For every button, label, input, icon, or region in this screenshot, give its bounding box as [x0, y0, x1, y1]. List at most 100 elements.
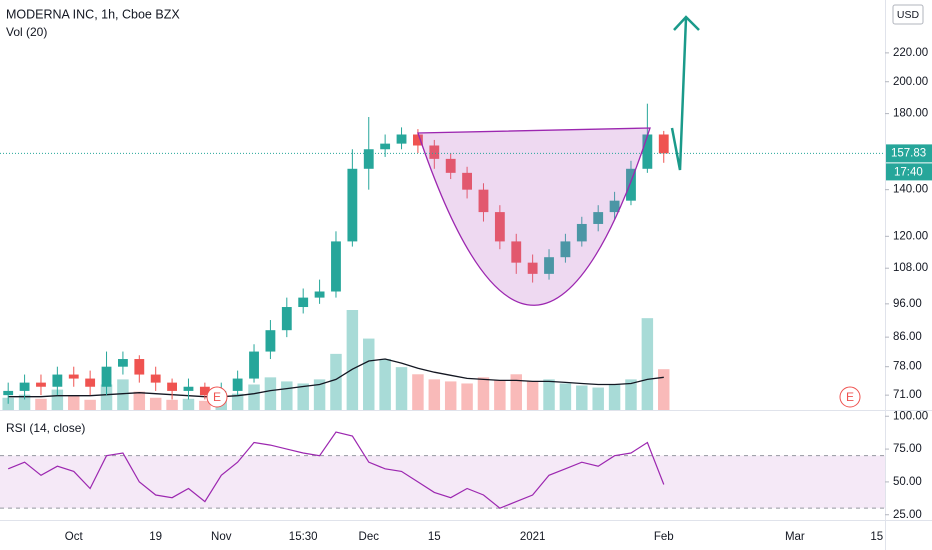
volume-bar — [641, 318, 654, 410]
volume-bar — [658, 369, 670, 410]
volume-bar — [379, 358, 391, 410]
candle-body — [363, 149, 374, 169]
candle-body — [298, 297, 309, 308]
candle-body — [429, 145, 440, 159]
candle-body — [642, 134, 653, 169]
x-tick-label: Oct — [65, 531, 84, 543]
candle-body — [658, 134, 669, 154]
earnings-marker[interactable] — [839, 386, 861, 408]
candle-body — [19, 382, 30, 391]
volume-bar — [248, 384, 260, 410]
volume-bar — [559, 383, 572, 410]
x-tick-label: 2021 — [520, 531, 546, 543]
volume-bar — [330, 353, 342, 410]
volume-bar — [166, 399, 178, 410]
candle-body — [544, 257, 554, 274]
volume-bar — [84, 399, 96, 410]
chart-title: MODERNA INC, 1h, Cboe BZX — [6, 7, 180, 21]
candle-body — [380, 143, 391, 150]
candle-body — [52, 374, 63, 387]
volume-bar — [428, 379, 441, 410]
candle-body — [232, 378, 243, 391]
volume-bar — [608, 384, 621, 410]
candle-body — [101, 366, 112, 387]
candle-body — [576, 223, 587, 242]
volume-bar — [510, 374, 522, 410]
volume-bar — [346, 310, 359, 410]
volume-bar — [576, 385, 588, 410]
rsi-label: RSI (14, close) — [6, 421, 85, 435]
volume-bar — [494, 380, 506, 410]
volume-bar — [313, 379, 326, 410]
y-tick-label: 140.00 — [893, 184, 928, 196]
candle-body — [150, 374, 161, 383]
volume-bar — [231, 393, 244, 410]
candle-body — [3, 390, 14, 396]
volume-bar — [2, 397, 14, 410]
volume-bar — [199, 400, 211, 410]
y-tick-label: 220.00 — [893, 47, 928, 59]
volume-bar — [35, 398, 47, 410]
y-tick-label: 86.00 — [893, 331, 922, 343]
x-tick-label: 15:30 — [289, 531, 318, 543]
volume-bar — [281, 381, 293, 410]
candle-body — [68, 374, 79, 379]
volume-bar — [543, 379, 555, 410]
candle-body — [445, 158, 456, 173]
y-tick-label: 100.00 — [893, 410, 928, 422]
y-tick-label: 71.00 — [893, 389, 922, 401]
y-tick-label: 50.00 — [893, 476, 922, 488]
volume-bar — [526, 381, 539, 410]
countdown-tag — [886, 163, 932, 181]
candle-body — [281, 307, 292, 331]
candle-body — [626, 168, 636, 201]
candle-body — [462, 172, 472, 190]
rsi-band — [0, 455, 885, 509]
x-tick-label: Nov — [211, 531, 232, 543]
candle-body — [183, 386, 194, 391]
volume-bar — [149, 397, 162, 410]
volume-bar — [18, 394, 31, 410]
x-tick-label: 15 — [870, 531, 883, 543]
candle-body — [331, 241, 341, 292]
volume-bar — [363, 338, 375, 410]
price-tag-label: 157.83 — [891, 147, 926, 159]
candle-body — [314, 291, 325, 298]
currency-label: USD — [897, 9, 920, 21]
volume-bar — [625, 379, 637, 410]
countdown-label: 17:40 — [894, 166, 923, 178]
y-tick-label: 75.00 — [893, 443, 922, 455]
candle-body — [118, 359, 128, 367]
cup-drawing — [417, 127, 651, 306]
y-tick-label: 25.00 — [893, 509, 922, 521]
volume-bar — [592, 387, 604, 410]
candle-body — [249, 351, 259, 379]
volume-bar — [461, 383, 473, 410]
candle-body — [511, 241, 522, 263]
candle-body — [494, 212, 505, 242]
candle-body — [478, 189, 489, 213]
y-tick-label: 120.00 — [893, 230, 928, 242]
volume-bar — [297, 383, 309, 410]
candle-body — [396, 134, 407, 144]
volume-bar — [182, 398, 195, 410]
candle-body — [199, 386, 210, 396]
y-tick-label: 78.00 — [893, 361, 922, 373]
candle-body — [609, 200, 620, 213]
candle-body — [85, 378, 96, 387]
volume-bar — [444, 381, 457, 410]
volume-ma-line — [8, 358, 664, 398]
x-tick-label: Dec — [359, 531, 380, 543]
price-tag — [886, 144, 932, 163]
earnings-marker[interactable] — [206, 386, 228, 408]
candle-body — [527, 262, 538, 274]
arrow-drawing — [670, 17, 688, 171]
volume-bar — [117, 379, 129, 410]
candle-body — [36, 382, 46, 387]
volume-bar — [51, 389, 64, 410]
candle-body — [593, 212, 604, 224]
rsi-line — [7, 431, 665, 509]
y-tick-label: 96.00 — [893, 298, 922, 310]
